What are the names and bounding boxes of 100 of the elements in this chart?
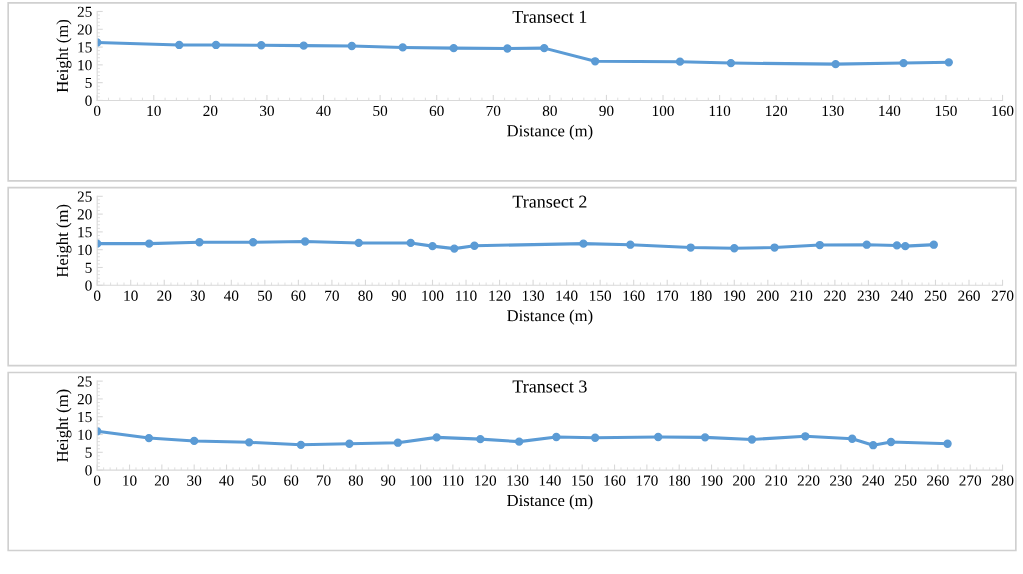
y-tick-label: 25 [77,6,92,17]
chart-title: Transect 1 [512,10,587,23]
point [626,240,635,249]
point [470,241,479,250]
point [503,44,512,53]
x-tick-label: 110 [443,475,464,486]
x-tick-label: 0 [93,475,101,486]
x-tick-label: 90 [599,105,614,117]
y-tick-label: 5 [85,447,92,458]
x-tick-label: 190 [701,475,723,486]
y-tick-label: 10 [78,60,92,71]
point [514,437,524,446]
y-tick-label: 10 [78,429,92,440]
x-tick-label: 130 [522,290,544,301]
x-tick-label: 60 [429,105,444,117]
y-tick-label: 0 [85,280,92,291]
point [700,433,710,442]
x-tick-label: 80 [358,290,373,301]
x-axis-title: Distance (m) [507,309,593,325]
point [296,440,306,450]
point [428,241,437,251]
y-tick-label: 25 [77,191,92,202]
x-tick-label: 50 [258,290,272,301]
point [476,434,485,444]
x-tick-label: 0 [93,105,101,117]
x-tick-label: 120 [475,475,497,486]
x-tick-label: 260 [927,475,949,486]
point [675,57,685,66]
point [944,58,953,67]
point [248,238,258,247]
x-tick-label: 200 [757,290,779,301]
y-tick-label: 15 [78,411,92,423]
x-axis-title: Distance (m) [507,494,593,510]
point [943,439,952,448]
x-tick-label: 90 [391,290,407,301]
x-tick-label: 240 [862,475,885,486]
x-axis-title: Distance (m) [507,124,593,140]
point [195,238,204,247]
x-tick-label: 140 [879,105,901,117]
point [901,241,910,251]
y-tick-label: 5 [85,262,92,273]
point [654,432,663,442]
y-axis-title: Height (m) [56,389,72,462]
x-tick-label: 180 [669,475,691,486]
point [449,43,458,53]
y-tick-label: 20 [77,394,92,405]
x-tick-label: 150 [935,105,957,117]
y-axis-title: Height (m) [56,204,72,278]
x-tick-label: 110 [456,290,477,301]
x-tick-label: 80 [348,475,363,486]
x-tick-label: 40 [219,475,234,486]
point [432,433,441,442]
point [354,238,363,248]
x-tick-label: 170 [636,475,658,486]
x-tick-label: 120 [766,105,788,117]
y-axis-title: Height (m) [56,19,72,93]
x-tick-label: 20 [157,290,172,301]
x-tick-label: 60 [291,290,306,301]
x-tick-label: 120 [489,290,511,301]
x-tick-label: 40 [223,290,239,301]
x-tick-label: 160 [992,105,1014,117]
point [899,58,908,68]
x-tick-label: 30 [187,475,202,486]
x-tick-label: 200 [733,475,755,486]
point [211,40,221,50]
x-tick-label: 20 [203,105,218,117]
point [190,436,199,446]
point [398,43,407,52]
x-tick-label: 210 [765,475,788,486]
point [726,58,736,68]
y-tick-label: 20 [77,24,92,35]
x-tick-label: 160 [604,475,626,486]
x-tick-label: 40 [316,105,331,117]
point [730,244,739,253]
y-tick-label: 25 [77,376,92,387]
x-tick-label: 240 [891,290,913,301]
x-tick-label: 70 [325,290,339,301]
x-tick-label: 0 [93,290,101,301]
x-tick-label: 30 [190,290,205,301]
y-tick-label: 10 [78,244,92,256]
x-tick-label: 10 [123,475,137,486]
point [144,239,154,248]
x-tick-label: 250 [924,290,947,301]
y-tick-label: 20 [77,209,92,220]
chart-title: Transect 2 [512,195,587,208]
x-tick-label: 70 [486,105,501,117]
x-tick-label: 100 [410,475,432,486]
point [862,240,871,249]
x-tick-label: 20 [154,475,169,486]
x-tick-label: 10 [124,290,138,301]
x-tick-label: 180 [690,290,712,301]
point [831,59,840,69]
x-tick-label: 130 [507,475,529,486]
x-tick-label: 30 [260,105,274,117]
point [929,240,938,249]
point [347,41,356,51]
chart-title: Transect 3 [512,380,587,393]
x-tick-label: 160 [623,290,645,301]
point [770,243,779,252]
y-tick-label: 0 [85,95,92,106]
